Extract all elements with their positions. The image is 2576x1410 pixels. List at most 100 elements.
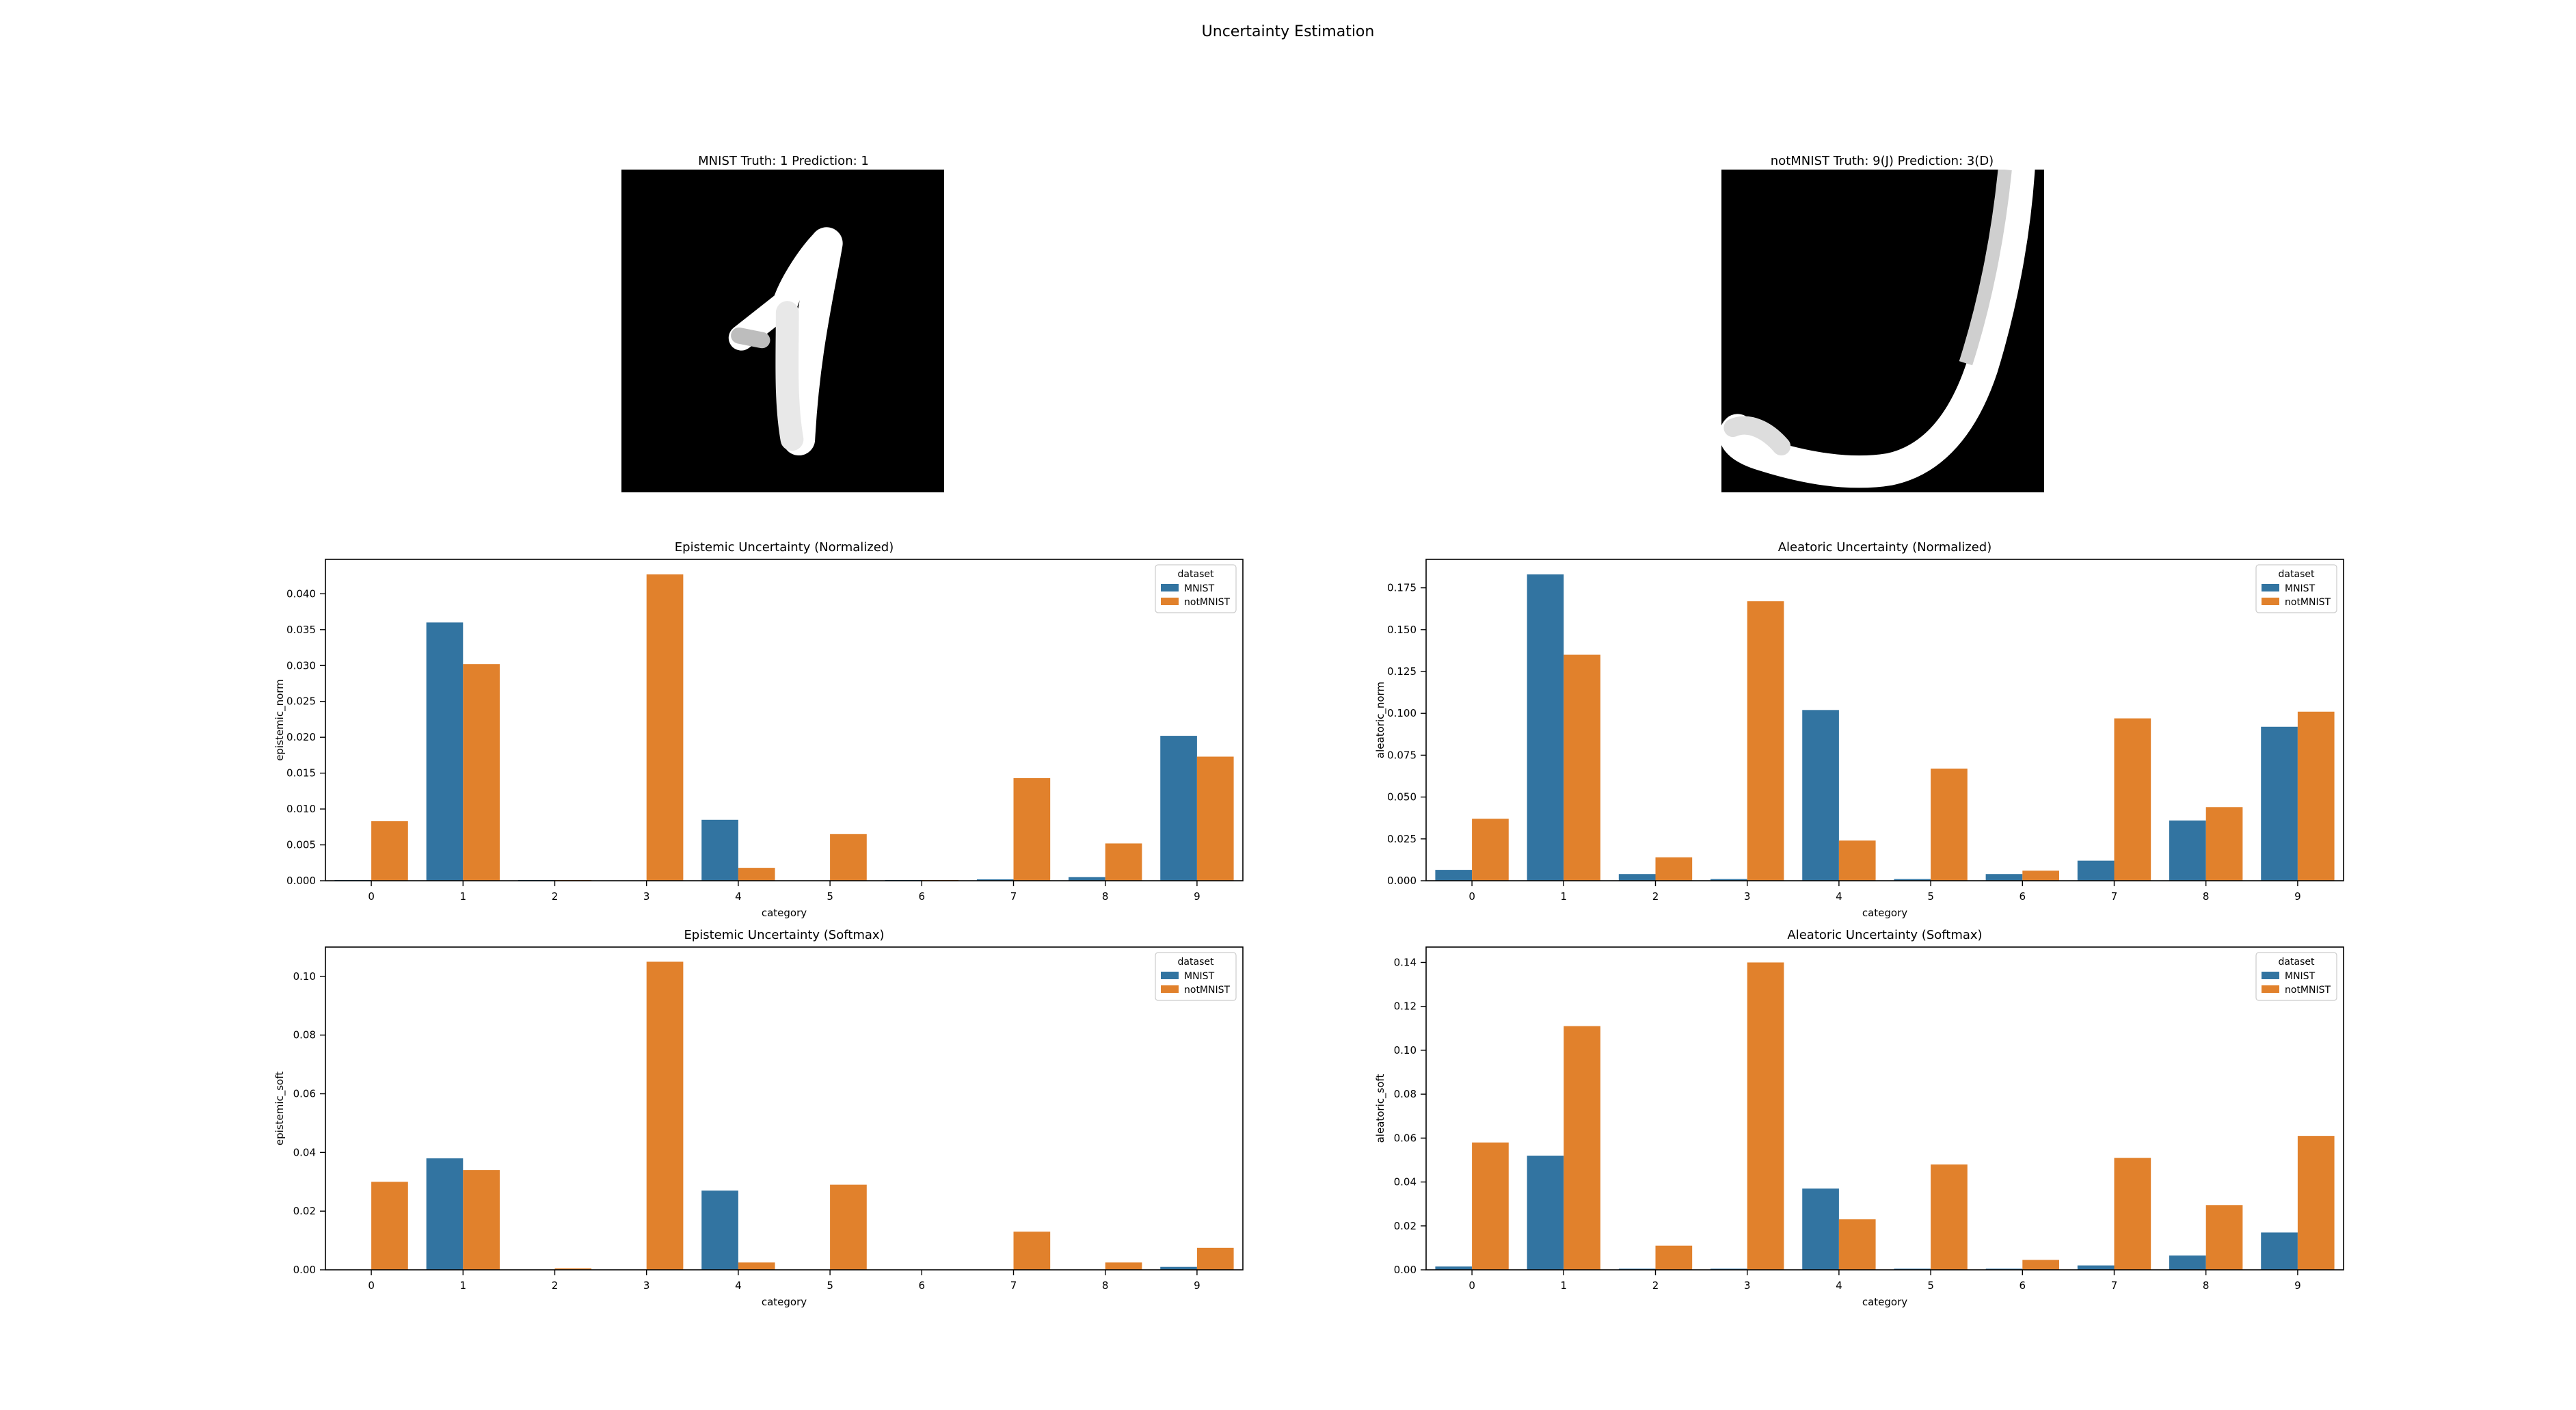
- y-tick-label: 0.125: [1387, 665, 1417, 678]
- bar-mnist-4: [1802, 1188, 1839, 1270]
- x-tick-label: 0: [1468, 890, 1475, 903]
- x-tick-label: 4: [735, 890, 742, 903]
- bar-notmnist-7: [2114, 718, 2151, 881]
- chart-title: Epistemic Uncertainty (Softmax): [684, 928, 884, 942]
- x-tick-label: 5: [827, 1279, 833, 1292]
- y-tick-label: 0.040: [286, 587, 316, 600]
- x-tick-label: 9: [1194, 1279, 1200, 1292]
- bar-notmnist-3: [1747, 601, 1784, 881]
- bar-notmnist-5: [830, 1184, 867, 1270]
- x-tick-label: 5: [1927, 1279, 1934, 1292]
- plot-frame: [1425, 559, 2344, 881]
- x-tick-label: 6: [2020, 1279, 2026, 1292]
- bar-mnist-8: [1069, 877, 1105, 881]
- x-tick-label: 4: [1836, 1279, 1842, 1292]
- y-tick-label: 0.010: [286, 803, 316, 815]
- legend-swatch-mnist: [1161, 972, 1179, 979]
- chart-title: Epistemic Uncertainty (Normalized): [675, 540, 894, 555]
- bar-mnist-2: [1618, 874, 1656, 881]
- x-tick-label: 1: [460, 890, 467, 903]
- y-tick-label: 0.04: [1394, 1176, 1417, 1188]
- bar-notmnist-9: [1196, 756, 1234, 881]
- bar-mnist-1: [426, 622, 464, 881]
- x-tick-label: 8: [2203, 1279, 2210, 1292]
- x-tick-label: 4: [1836, 890, 1842, 903]
- x-tick-label: 0: [368, 890, 375, 903]
- bar-notmnist-6: [2022, 1260, 2059, 1270]
- x-axis-label: category: [762, 1296, 807, 1308]
- notmnist-image-title: notMNIST Truth: 9(J) Prediction: 3(D): [1770, 154, 1994, 168]
- bar-notmnist-2: [1655, 1245, 1693, 1270]
- y-tick-label: 0.02: [1394, 1220, 1417, 1232]
- bar-mnist-4: [701, 1190, 738, 1270]
- bar-notmnist-8: [2205, 1205, 2243, 1270]
- x-axis-label: category: [1862, 907, 1907, 919]
- bar-mnist-6: [1985, 1268, 2023, 1270]
- bar-mnist-1: [426, 1158, 464, 1270]
- bar-mnist-7: [2077, 1265, 2115, 1270]
- x-tick-label: 7: [2111, 1279, 2118, 1292]
- bar-notmnist-5: [1931, 1164, 1968, 1270]
- y-tick-label: 0.100: [1387, 707, 1417, 719]
- y-tick-label: 0.08: [293, 1029, 316, 1041]
- plot-frame: [325, 946, 1244, 1271]
- y-axis-label: epistemic_soft: [273, 1072, 286, 1145]
- x-tick-label: 2: [552, 890, 559, 903]
- y-axis-label: epistemic_norm: [273, 679, 286, 761]
- x-tick-label: 2: [1652, 890, 1659, 903]
- bar-notmnist-0: [371, 821, 408, 881]
- bar-notmnist-3: [1747, 962, 1784, 1270]
- legend-label-notmnist: notMNIST: [1184, 597, 1230, 608]
- y-tick-label: 0.075: [1387, 749, 1417, 761]
- x-tick-label: 8: [1102, 1279, 1109, 1292]
- chart-title: Aleatoric Uncertainty (Normalized): [1778, 540, 1992, 555]
- x-tick-label: 5: [827, 890, 833, 903]
- y-tick-label: 0.06: [1394, 1132, 1417, 1144]
- letter-j-glyph: [1721, 170, 2044, 492]
- bar-mnist-7: [2077, 860, 2115, 881]
- x-tick-label: 1: [1561, 890, 1568, 903]
- chart-2: 0.00 0.02 0.04 0.06 0.08 0.10 0 1 2 3 4 5 6 7 8 9 Episte…: [273, 928, 1244, 1308]
- bar-mnist-1: [1527, 1156, 1564, 1270]
- legend-swatch-notmnist: [2262, 598, 2279, 605]
- chart-title: Aleatoric Uncertainty (Softmax): [1787, 928, 1982, 942]
- bar-notmnist-9: [2297, 711, 2335, 881]
- legend-label-mnist: MNIST: [2285, 971, 2316, 982]
- x-tick-label: 4: [735, 1279, 742, 1292]
- bar-mnist-8: [2169, 1255, 2206, 1270]
- y-tick-label: 0.030: [286, 659, 316, 671]
- plot-frame: [1425, 946, 2344, 1271]
- y-tick-label: 0.00: [293, 1264, 316, 1276]
- bar-notmnist-0: [371, 1182, 408, 1270]
- legend-swatch-mnist: [1161, 584, 1179, 591]
- bar-notmnist-4: [738, 868, 775, 881]
- legend-swatch-notmnist: [1161, 985, 1179, 993]
- x-axis-label: category: [1862, 1296, 1907, 1308]
- chart-0: 0.000 0.005 0.010 0.015 0.020 0.025 0.030 0.035…: [273, 540, 1244, 919]
- x-tick-label: 3: [643, 890, 650, 903]
- y-tick-label: 0.02: [293, 1205, 316, 1217]
- y-tick-label: 0.10: [1394, 1044, 1417, 1056]
- bar-mnist-9: [1160, 736, 1197, 881]
- bar-notmnist-5: [1931, 768, 1968, 881]
- x-tick-label: 2: [552, 1279, 559, 1292]
- x-tick-label: 0: [1468, 1279, 1475, 1292]
- bar-notmnist-0: [1472, 1142, 1509, 1270]
- x-tick-label: 7: [2111, 890, 2118, 903]
- mnist-image-title: MNIST Truth: 1 Prediction: 1: [698, 154, 869, 168]
- bar-mnist-7: [976, 879, 1014, 881]
- bar-mnist-3: [1710, 879, 1747, 881]
- bar-notmnist-2: [554, 1268, 592, 1270]
- bar-mnist-0: [1435, 870, 1473, 881]
- bar-notmnist-6: [2022, 870, 2059, 881]
- legend-title: dataset: [2279, 569, 2315, 580]
- bar-mnist-9: [1160, 1266, 1197, 1270]
- y-tick-label: 0.00: [1394, 1264, 1417, 1276]
- y-tick-label: 0.020: [286, 731, 316, 743]
- mnist-digit-image: [621, 170, 944, 492]
- x-tick-label: 1: [460, 1279, 467, 1292]
- legend-label-notmnist: notMNIST: [2285, 597, 2331, 608]
- x-tick-label: 3: [643, 1279, 650, 1292]
- y-tick-label: 0.14: [1394, 956, 1417, 968]
